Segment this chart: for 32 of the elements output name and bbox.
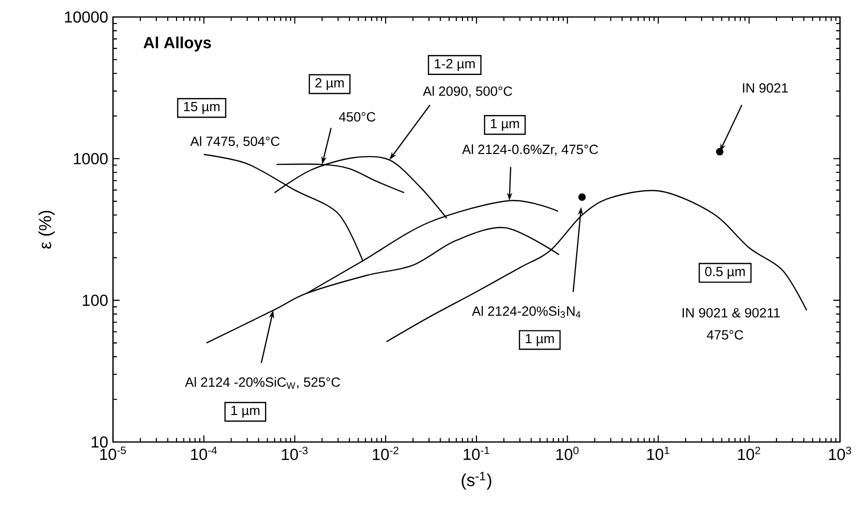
annotation: 1-2 µm bbox=[434, 58, 475, 72]
x-tick-label: 10$^{3}$ bbox=[829, 446, 852, 460]
x-tick-label: 10$^{0}$ bbox=[556, 446, 578, 460]
annotation: IN 9021 & 90211 bbox=[682, 308, 780, 318]
annotation: 450°C bbox=[338, 112, 376, 122]
annotation: Al 2124-0.6%Zr, 475°C bbox=[462, 144, 598, 156]
x-axis-title: (s$^{-1}$) bbox=[462, 472, 492, 490]
annotation: 2 µm bbox=[315, 78, 344, 90]
annotation: Al 2090, 500°C bbox=[422, 86, 512, 98]
annotation: 1 µm bbox=[526, 334, 554, 346]
x-tick-label: 10$^{-3}$ bbox=[282, 446, 308, 460]
annotation: Al 2124-20%Si$_{3}$N$_{4}$ bbox=[472, 306, 580, 318]
annotation: Al 7475, 504°C bbox=[190, 136, 280, 148]
x-tick-label: 10$^{-4}$ bbox=[191, 446, 217, 460]
y-tick-label: 100 bbox=[82, 294, 108, 306]
x-tick-label: 10$^{-5}$ bbox=[100, 446, 126, 460]
text: Al Alloys bbox=[144, 36, 211, 52]
x-tick-label: 10$^{1}$ bbox=[647, 446, 670, 460]
x-tick-label: 10$^{-2}$ bbox=[372, 446, 398, 460]
annotation: IN 9021 bbox=[743, 83, 788, 93]
annotation: 1 µm bbox=[490, 118, 519, 131]
y-tick-label: 10000 bbox=[65, 11, 108, 23]
y-axis-title: ε (%) bbox=[38, 210, 55, 249]
y-tick-label: 10 bbox=[92, 436, 108, 448]
annotation: 1 µm bbox=[231, 406, 260, 418]
x-tick-label: 10$^{2}$ bbox=[738, 446, 760, 460]
annotation: 0.5 µm bbox=[705, 266, 745, 279]
annotation: 475°C bbox=[706, 330, 744, 340]
y-tick-label: 1000 bbox=[74, 152, 108, 164]
annotation: Al 2124 -20%SiC$_{W}$, 525°C bbox=[184, 377, 340, 389]
x-tick-label: 10$^{-1}$ bbox=[464, 446, 490, 460]
annotation: 15 µm bbox=[184, 102, 220, 114]
